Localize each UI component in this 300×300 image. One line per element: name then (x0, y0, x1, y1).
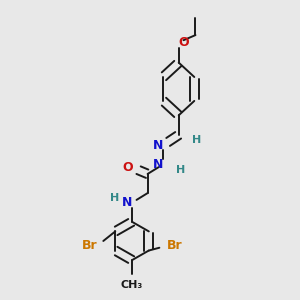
Text: Br: Br (82, 239, 97, 252)
Text: N: N (153, 139, 163, 152)
Text: CH₃: CH₃ (121, 280, 143, 290)
Text: O: O (179, 36, 189, 49)
Text: H: H (176, 165, 186, 175)
Text: H: H (110, 193, 119, 203)
Text: Br: Br (167, 239, 182, 252)
Text: N: N (122, 196, 132, 209)
Text: O: O (123, 161, 133, 175)
Text: N: N (153, 158, 163, 171)
Text: H: H (192, 135, 201, 145)
